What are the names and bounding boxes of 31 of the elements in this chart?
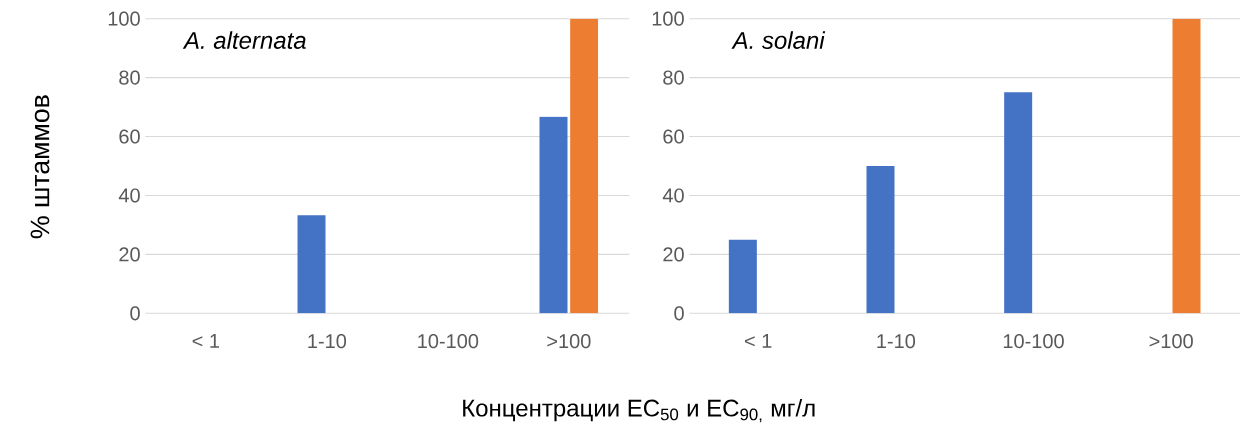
y-tick-label: 80 [663, 70, 684, 85]
x-tick-label: 1-10 [308, 333, 347, 349]
bar [539, 116, 568, 314]
y-tick-label: 20 [663, 247, 684, 262]
y-tick-label: 60 [663, 129, 684, 144]
y-tick-label: 0 [130, 306, 140, 321]
bar [297, 215, 326, 314]
y-tick-label: 60 [119, 129, 140, 144]
chart-title: A. alternata [182, 31, 306, 49]
x-axis-title: Концентрации EC$_{50}$ и EC$_{90,}$ мг/л [463, 398, 815, 423]
x-tick-label: >100 [547, 333, 591, 349]
y-tick-label: 80 [119, 70, 140, 85]
x-tick-label: 10-100 [418, 333, 479, 349]
y-tick-label: 100 [108, 11, 140, 26]
bar [1004, 92, 1033, 314]
y-tick-label: 0 [674, 306, 684, 321]
chart-title: A. solani [731, 31, 826, 49]
y-axis-title: % штаммов [30, 95, 50, 239]
x-tick-label: 10-100 [1003, 333, 1064, 349]
y-tick-label: 20 [119, 247, 140, 262]
bar [728, 239, 757, 314]
y-tick-label: 100 [652, 11, 684, 26]
y-tick-label: 40 [662, 188, 684, 203]
bar [570, 18, 599, 314]
x-tick-label: 1-10 [877, 333, 916, 349]
x-tick-label: < 1 [192, 333, 220, 348]
x-tick-label: < 1 [744, 333, 772, 348]
x-tick-label: >100 [1149, 333, 1193, 349]
bar [1172, 18, 1201, 314]
y-tick-label: 40 [118, 188, 140, 203]
bar [866, 165, 895, 314]
